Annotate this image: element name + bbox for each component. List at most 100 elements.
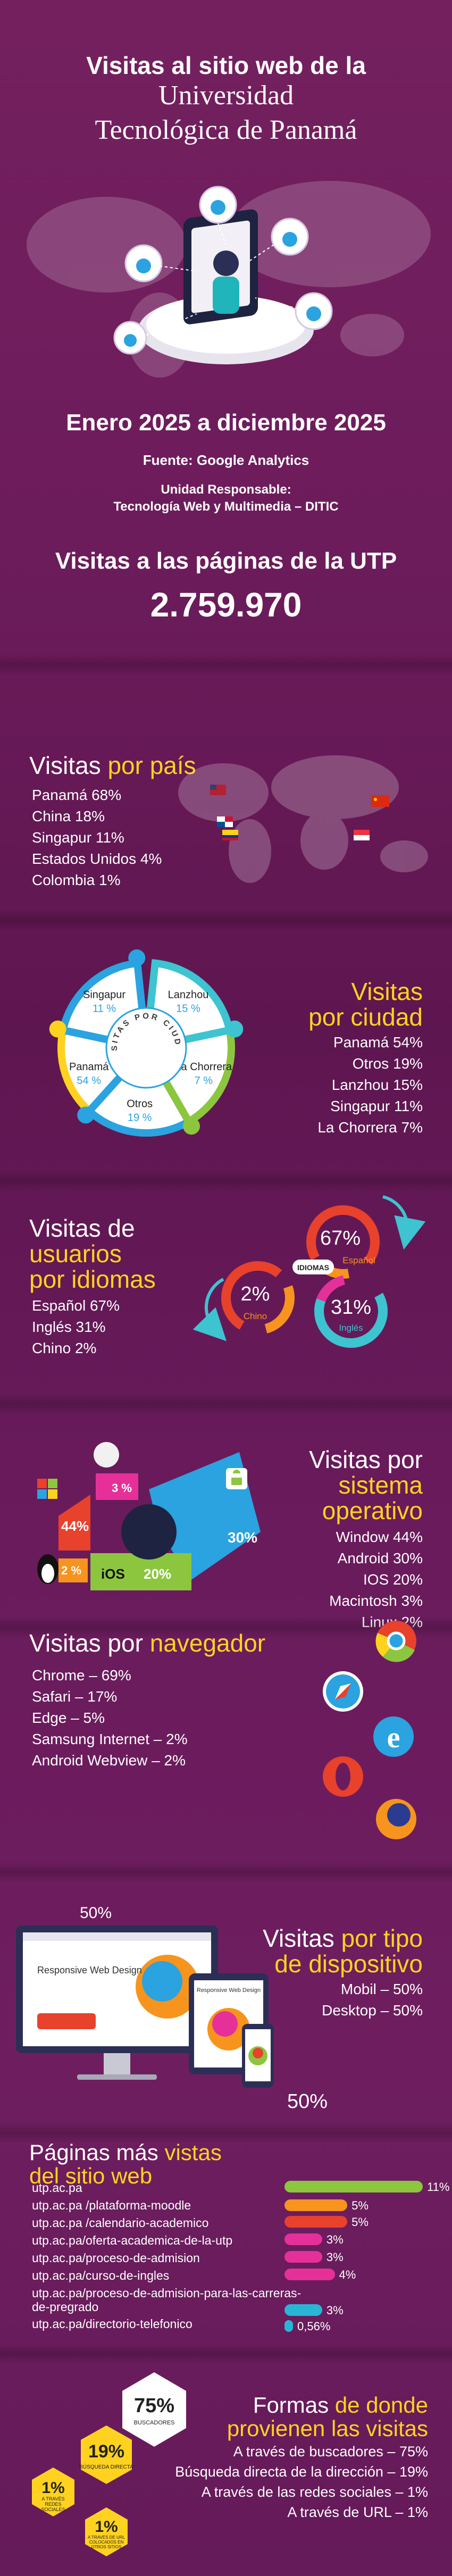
list-item: Chrome – 69% <box>32 1667 131 1683</box>
city-title: Visitas por ciudad <box>308 979 423 1030</box>
pages-bar-value: 5% <box>351 2199 369 2212</box>
city-title-a: Visitas <box>351 978 423 1005</box>
hex-buscadores: 75% BUSCADORES <box>122 2372 186 2447</box>
browser-icons: e <box>323 1621 416 1839</box>
hex-directa: 19% BÚSQUEDA DIRECTA <box>79 2425 133 2484</box>
city-knob-icon <box>226 1020 244 1038</box>
pages-title-a: Páginas más <box>29 2140 165 2165</box>
world-map-dots-icon <box>27 181 431 378</box>
list-item: Otros 19% <box>352 1055 423 1072</box>
city-knob-icon <box>183 1118 200 1135</box>
pages-bar <box>284 2269 335 2280</box>
svg-text:e: e <box>387 1721 400 1754</box>
list-item: La Chorrera 7% <box>317 1119 423 1136</box>
city-wedge-label: Panamá <box>69 1061 109 1073</box>
list-item: Samsung Internet – 2% <box>32 1731 188 1747</box>
pages-row-label: utp.ac.pa/curso-de-ingles <box>32 2269 170 2282</box>
ring-chino: 2% Chino <box>221 1261 295 1335</box>
list-item: Android Webview – 2% <box>32 1752 186 1769</box>
sources-title: Formas de donde provienen las visitas <box>227 2394 428 2440</box>
hex-pct-3: 1% <box>95 2518 118 2536</box>
list-item: Singapur 11% <box>32 829 124 846</box>
visits-title: Visitas a las páginas de la UTP <box>55 548 397 574</box>
device-title-c: de dispositivo <box>274 1950 423 1978</box>
city-wedge-label: Singapur <box>83 989 125 1001</box>
pct-chino: 2% <box>241 1283 270 1305</box>
unit-line1: Unidad Responsable: <box>161 482 291 497</box>
os-title-c: operativo <box>322 1497 423 1524</box>
world-map-icon <box>178 755 428 883</box>
phone-icon <box>242 2024 274 2088</box>
pages-title-b: vistas <box>164 2140 222 2165</box>
language-badge: IDIOMAS <box>297 1263 329 1272</box>
browser-list: Chrome – 69% Safari – 17% Edge – 5% Sams… <box>32 1665 188 1771</box>
arrow-icon <box>192 1278 227 1341</box>
country-title: Visitas por país <box>29 753 196 778</box>
pct-linux: 2 % <box>61 1564 81 1577</box>
browser-title: Visitas por navegador <box>29 1630 265 1656</box>
list-item: Lanzhou 15% <box>331 1077 423 1093</box>
pages-bar <box>284 2304 322 2316</box>
header-line2: Universidad <box>158 80 294 111</box>
os-title-b: sistema <box>338 1471 423 1499</box>
sources-title-c: provienen las visitas <box>227 2416 428 2441</box>
pages-row-label: utp.ac.pa <box>32 2181 82 2195</box>
list-item: Colombia 1% <box>32 872 121 888</box>
sources-title-b: de donde <box>334 2392 428 2417</box>
os-mac-segment <box>96 1473 138 1500</box>
pages-row-label: utp.ac.pa/oferta-academica-de-la-utp <box>32 2233 233 2247</box>
ios-label: iOS <box>101 1566 125 1582</box>
label-ingles: Inglés <box>339 1323 363 1333</box>
list-item: Macintosh 3% <box>329 1593 423 1609</box>
hex-text-3: A TRAVÉS DE URL COLOCADOS EN OTROS SITIO… <box>88 2535 125 2549</box>
device-desktop-pct: 50% <box>80 1904 112 1922</box>
pages-title: Páginas más vistas del sitio web <box>29 2141 222 2188</box>
city-wedge-pct: 7 % <box>195 1075 213 1087</box>
pages-bar-value: 5% <box>351 2215 369 2229</box>
list-item: A través de las redes sociales – 1% <box>201 2484 428 2500</box>
label-espanol: Español <box>342 1255 375 1265</box>
unit-line2: Tecnología Web y Multimedia – DITIC <box>113 499 339 514</box>
pages-bar <box>284 2320 293 2332</box>
pct-espanol: 67% <box>320 1227 361 1249</box>
pages-title-c: del sitio web <box>29 2163 153 2188</box>
language-title-a: Visitas de <box>29 1214 135 1242</box>
header-line1: Visitas al sitio web de la <box>86 52 366 79</box>
country-list: Panamá 68% China 18% Singapur 11% Estado… <box>32 785 162 891</box>
windows-icon <box>37 1479 57 1499</box>
list-item: Android 30% <box>337 1550 423 1566</box>
divider <box>0 1394 452 1415</box>
mockup-title2: Responsive Web Design <box>197 1987 261 1994</box>
hex-redes: 1% A TRAVÉS REDES SOCIALES <box>32 2467 74 2516</box>
list-item: Singapur 11% <box>330 1098 423 1114</box>
list-item: Inglés 31% <box>32 1319 106 1335</box>
pages-row-label: utp.ac.pa/proceso-de-admision-para-las-c… <box>32 2286 302 2314</box>
divider <box>0 2343 452 2364</box>
ring-ingles: 31% Inglés <box>314 1274 388 1348</box>
language-list: Español 67% Inglés 31% Chino 2% <box>32 1295 120 1359</box>
hex-pct-2: 1% <box>41 2479 64 2497</box>
mockup-title: Responsive Web Design <box>37 1965 142 1975</box>
os-linux-segment <box>58 1558 88 1582</box>
list-item: Búsqueda directa de la dirección – 19% <box>175 2464 428 2480</box>
list-item: IOS 20% <box>363 1571 423 1588</box>
hex-text-0: BUSCADORES <box>133 2420 174 2426</box>
divider <box>0 1862 452 1883</box>
language-title-c: por idiomas <box>29 1265 156 1293</box>
hex-text-2: A TRAVÉS REDES SOCIALES <box>41 2496 65 2512</box>
flag-singapore-icon <box>354 830 370 840</box>
list-item: Panamá 54% <box>333 1034 423 1051</box>
city-knob-icon <box>77 1106 95 1124</box>
sources-list: A través de buscadores – 75% Búsqueda di… <box>175 2441 428 2522</box>
city-title-b: por ciudad <box>308 1003 423 1031</box>
list-item: Estados Unidos 4% <box>32 851 162 867</box>
pages-row-label: utp.ac.pa/directorio-telefonico <box>32 2317 192 2331</box>
os-windows-segment <box>58 1495 90 1550</box>
monitor-icon <box>16 1925 218 2080</box>
pct-ingles: 31% <box>331 1296 371 1319</box>
flag-usa-icon <box>210 785 226 795</box>
visits-total: 2.759.970 <box>150 586 302 624</box>
device-list: Mobil – 50% Desktop – 50% <box>322 1979 423 2021</box>
language-rings-chart: 67% Español 31% Inglés 2% Chino IDIOMAS <box>192 1195 426 1348</box>
city-wedge-label: La Chorrera <box>175 1061 232 1073</box>
